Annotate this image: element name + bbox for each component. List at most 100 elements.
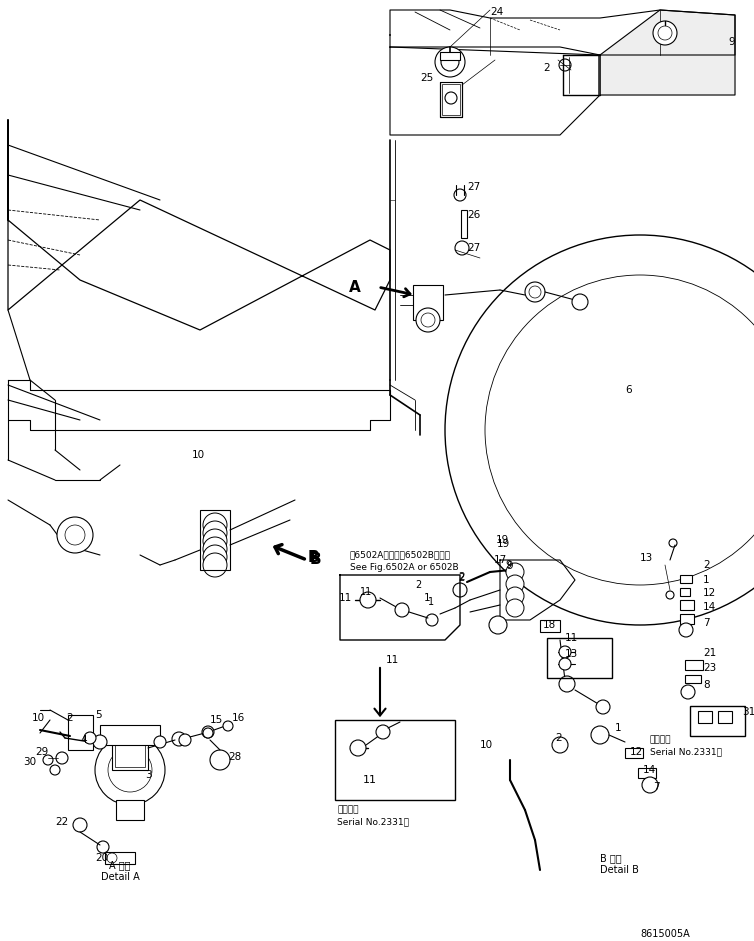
Text: 2: 2: [703, 560, 710, 570]
Text: 9: 9: [505, 560, 511, 570]
Circle shape: [681, 685, 695, 699]
Text: See Fig.6502A or 6502B: See Fig.6502A or 6502B: [350, 564, 458, 572]
Text: 12: 12: [630, 747, 643, 757]
Bar: [68, 715, 93, 750]
Text: 5: 5: [95, 710, 102, 720]
Text: 4: 4: [80, 735, 87, 745]
Circle shape: [179, 734, 191, 746]
Text: 2: 2: [458, 573, 464, 583]
Text: 10: 10: [32, 713, 45, 723]
Text: 13: 13: [640, 553, 653, 563]
Text: 27: 27: [467, 243, 480, 253]
Text: 8: 8: [703, 680, 710, 690]
Circle shape: [93, 735, 107, 749]
Bar: [680, 588, 690, 596]
Bar: [112, 740, 148, 770]
Circle shape: [506, 563, 524, 581]
Circle shape: [350, 740, 366, 756]
Circle shape: [154, 736, 166, 748]
Circle shape: [203, 513, 227, 537]
Text: 14: 14: [703, 602, 716, 612]
Text: 11: 11: [360, 587, 372, 597]
Bar: [698, 711, 712, 723]
Bar: [115, 743, 145, 767]
Text: A 詳細: A 詳細: [109, 860, 130, 870]
Circle shape: [376, 725, 390, 739]
Text: 29: 29: [35, 747, 48, 757]
Text: 19: 19: [496, 535, 509, 545]
Text: Serial No.2331～: Serial No.2331～: [337, 818, 409, 826]
Text: B: B: [309, 552, 320, 567]
Polygon shape: [8, 120, 390, 330]
Bar: [105, 852, 135, 864]
Text: 20: 20: [95, 853, 108, 863]
Circle shape: [416, 308, 440, 332]
Bar: [625, 748, 643, 758]
Bar: [440, 82, 462, 117]
Circle shape: [203, 529, 227, 553]
Text: 第6502A図または6502B図参照: 第6502A図または6502B図参照: [350, 550, 451, 560]
Circle shape: [506, 599, 524, 617]
Text: 10: 10: [192, 450, 205, 460]
Text: 24: 24: [490, 7, 503, 17]
Text: 6: 6: [625, 385, 632, 395]
Circle shape: [435, 47, 465, 77]
Text: 10: 10: [480, 740, 493, 750]
Bar: [680, 575, 692, 583]
Circle shape: [95, 735, 165, 805]
Circle shape: [506, 587, 524, 605]
Circle shape: [559, 646, 571, 658]
Text: 28: 28: [228, 752, 241, 762]
Bar: [461, 210, 467, 238]
Bar: [547, 638, 612, 678]
Text: 22: 22: [55, 817, 69, 827]
Text: 1: 1: [615, 723, 621, 733]
Bar: [680, 600, 694, 610]
Circle shape: [360, 592, 376, 608]
Bar: [685, 675, 701, 683]
Text: 15: 15: [210, 715, 223, 725]
Polygon shape: [390, 10, 735, 55]
Text: 19: 19: [497, 539, 510, 549]
Circle shape: [559, 676, 575, 692]
Circle shape: [642, 777, 658, 793]
Text: 1: 1: [703, 575, 710, 585]
Text: 1: 1: [428, 597, 434, 607]
Text: 25: 25: [420, 73, 434, 83]
Text: 2: 2: [66, 713, 72, 723]
Text: A: A: [349, 280, 361, 295]
Bar: [718, 711, 732, 723]
Text: 27: 27: [467, 182, 480, 192]
Bar: [680, 614, 694, 624]
Circle shape: [395, 603, 409, 617]
Polygon shape: [390, 47, 600, 135]
Text: 1: 1: [424, 593, 430, 603]
Text: Detail B: Detail B: [600, 865, 639, 875]
Text: Serial No.2331～: Serial No.2331～: [650, 747, 722, 757]
Text: 26: 26: [467, 210, 480, 220]
Text: 適用号機: 適用号機: [650, 736, 672, 744]
Bar: [685, 660, 703, 670]
Text: 2: 2: [458, 572, 464, 582]
Text: 16: 16: [232, 713, 245, 723]
Text: 31: 31: [742, 707, 754, 717]
Text: 8615005A: 8615005A: [640, 929, 690, 939]
Polygon shape: [500, 560, 575, 620]
Bar: [116, 800, 144, 820]
Text: 2: 2: [555, 733, 562, 743]
Circle shape: [596, 700, 610, 714]
Circle shape: [591, 726, 609, 744]
Polygon shape: [8, 380, 390, 430]
Text: 2: 2: [415, 580, 421, 590]
Polygon shape: [600, 10, 735, 95]
Bar: [200, 510, 230, 570]
Bar: [540, 620, 560, 632]
Circle shape: [203, 545, 227, 569]
Text: 7: 7: [653, 782, 660, 792]
Text: 適用号機: 適用号機: [337, 805, 358, 815]
Circle shape: [489, 616, 507, 634]
Circle shape: [679, 623, 693, 637]
Text: 11: 11: [363, 775, 377, 785]
Text: 14: 14: [643, 765, 656, 775]
Text: 13: 13: [565, 649, 578, 659]
